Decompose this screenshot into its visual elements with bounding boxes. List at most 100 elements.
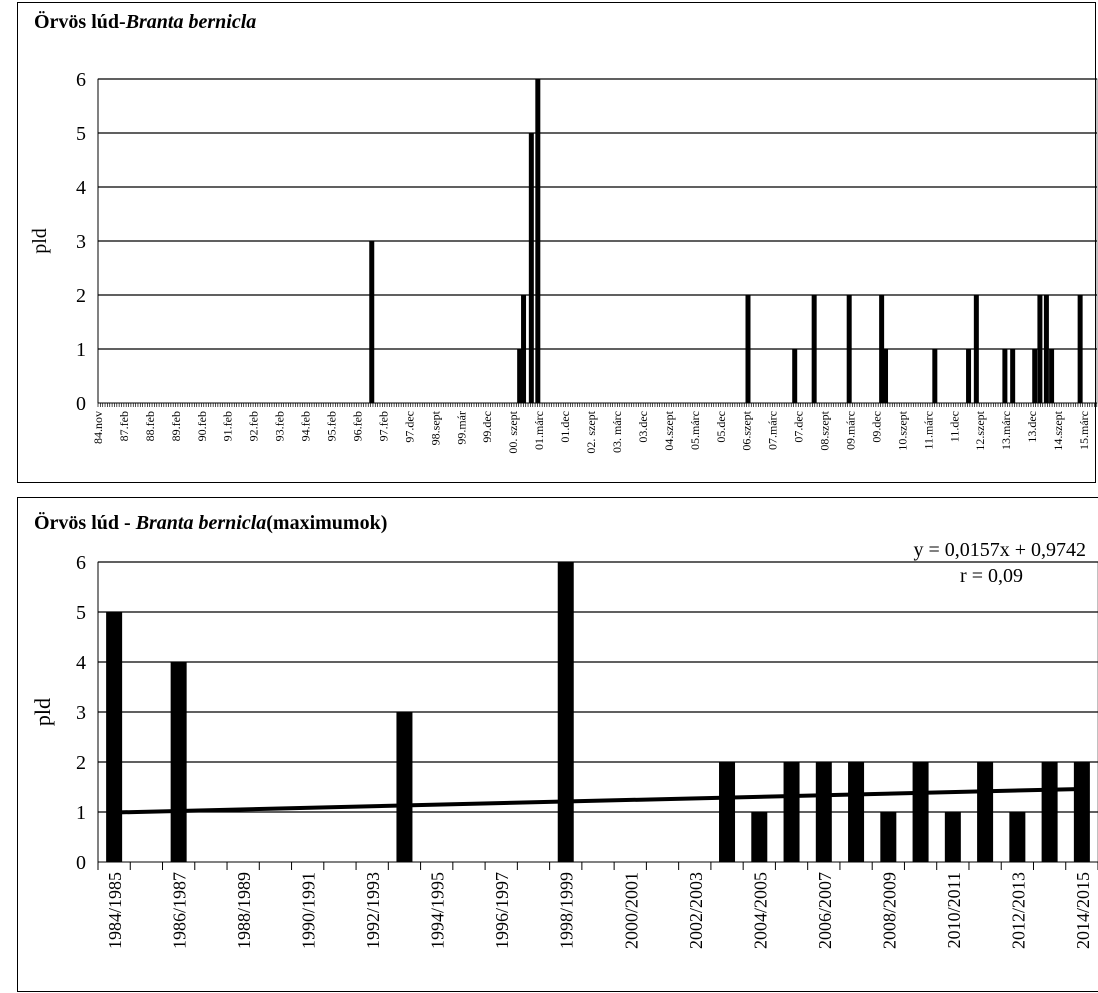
bar	[535, 79, 541, 403]
y-tick-label: 2	[76, 752, 86, 774]
trendline	[114, 786, 1082, 815]
bar	[973, 295, 979, 403]
chart-panel-2: Örvös lúd - Branta bernicla(maximumok) 0…	[17, 497, 1098, 992]
x-tick-label: 06.szept	[740, 410, 754, 450]
x-tick-label: 14.szept	[1051, 410, 1065, 450]
y-tick-label: 6	[76, 69, 86, 91]
x-tick-label: 95.feb	[325, 411, 339, 441]
bar	[912, 762, 929, 862]
x-tick-label: 12.szept	[973, 410, 987, 450]
bar	[848, 762, 865, 862]
x-tick-label: 2002/2003	[686, 872, 706, 949]
x-tick-label: 04.szept	[662, 410, 676, 450]
correlation-label: r = 0,09	[960, 565, 1023, 587]
bar	[1037, 295, 1043, 403]
x-tick-label: 2004/2005	[750, 872, 770, 949]
x-tick-label: 84.nov	[91, 411, 105, 444]
x-tick-label: 13.dec	[1025, 411, 1039, 443]
bar	[1041, 762, 1058, 862]
y-tick-label: 1	[76, 802, 86, 824]
y-axis-label: pld	[29, 228, 51, 254]
x-tick-label: 01.márc	[532, 411, 546, 450]
chart-panel-1: Örvös lúd-Branta bernicla 0 1 2 3 4 5 6 pld 84.n…	[17, 2, 1098, 483]
x-tick-label: 92.feb	[247, 411, 261, 441]
bar	[1049, 349, 1055, 403]
x-tick-label: 93.feb	[273, 411, 287, 441]
y-tick-label: 3	[76, 702, 86, 724]
x-tick-label: 97.dec	[402, 411, 416, 443]
bar	[944, 812, 961, 862]
x-tick-label: 09.márc	[843, 411, 857, 450]
x-tick-label: 08.szept	[818, 410, 832, 450]
y-tick-label: 5	[76, 602, 86, 624]
bar	[1043, 295, 1049, 403]
y-tick-label: 0	[76, 393, 86, 415]
x-tick-label: 94.feb	[299, 411, 313, 441]
y-tick-label: 2	[76, 285, 86, 307]
bar	[811, 295, 817, 403]
bar	[369, 241, 375, 403]
bar	[521, 295, 527, 403]
bar	[170, 662, 187, 862]
bar	[396, 712, 413, 862]
x-tick-label: 97.feb	[376, 411, 390, 441]
bar	[557, 562, 574, 862]
bar	[719, 762, 736, 862]
x-tick-label: 2014/2015	[1073, 872, 1093, 949]
x-tick-label: 2012/2013	[1008, 872, 1028, 949]
x-tick-label: 1984/1985	[105, 872, 125, 949]
x-tick-label: 99.már	[454, 411, 468, 445]
x-tick-label: 2006/2007	[815, 872, 835, 949]
x-tick-label: 00. szept	[506, 410, 520, 453]
bar	[1077, 295, 1083, 403]
x-tick-label: 11.dec	[947, 411, 961, 442]
x-tick-label: 1996/1997	[492, 872, 512, 949]
x-tick-label: 02. szept	[584, 410, 598, 453]
bar	[966, 349, 972, 403]
x-tick-label: 07.márc	[766, 411, 780, 450]
bar	[1010, 349, 1016, 403]
bar	[879, 295, 885, 403]
x-tick-label: 1994/1995	[428, 872, 448, 949]
y-tick-label: 5	[76, 123, 86, 145]
x-tick-label: 05.márc	[688, 411, 702, 450]
x-tick-label: 01.dec	[558, 411, 572, 443]
x-tick-label: 98.sept	[428, 410, 442, 445]
x-tick-label: 11.márc	[921, 411, 935, 450]
bar	[1073, 762, 1090, 862]
x-tick-label: 1988/1989	[234, 872, 254, 949]
bar	[1009, 812, 1026, 862]
bar	[783, 762, 800, 862]
x-tick-label: 90.feb	[195, 411, 209, 441]
x-tick-label: 1986/1987	[170, 872, 190, 949]
x-tick-label: 2000/2001	[621, 872, 641, 949]
x-tick-label: 07.dec	[792, 411, 806, 443]
x-tick-label: 99.dec	[480, 411, 494, 443]
bar	[883, 349, 889, 403]
bar	[1032, 349, 1038, 403]
bar	[745, 295, 751, 403]
x-tick-label: 05.dec	[714, 411, 728, 443]
bar	[846, 295, 852, 403]
bar	[932, 349, 938, 403]
bar	[1002, 349, 1008, 403]
x-tick-label: 03. márc	[610, 411, 624, 453]
x-tick-label: 88.feb	[143, 411, 157, 441]
x-tick-label: 2008/2009	[879, 872, 899, 949]
x-tick-label: 96.feb	[350, 411, 364, 441]
bar	[880, 812, 897, 862]
y-tick-label: 4	[76, 177, 86, 199]
x-tick-label: 10.szept	[895, 410, 909, 450]
y-tick-label: 6	[76, 552, 86, 574]
y-axis-label: pld	[30, 698, 55, 726]
y-tick-label: 3	[76, 231, 86, 253]
x-tick-label: 1992/1993	[363, 872, 383, 949]
y-tick-label: 0	[76, 852, 86, 874]
x-tick-label: 91.feb	[221, 411, 235, 441]
x-tick-label: 89.feb	[169, 411, 183, 441]
bar	[792, 349, 798, 403]
bar	[528, 133, 534, 403]
bar	[751, 812, 768, 862]
x-tick-label: 13.márc	[999, 411, 1013, 450]
x-tick-label: 09.dec	[869, 411, 883, 443]
